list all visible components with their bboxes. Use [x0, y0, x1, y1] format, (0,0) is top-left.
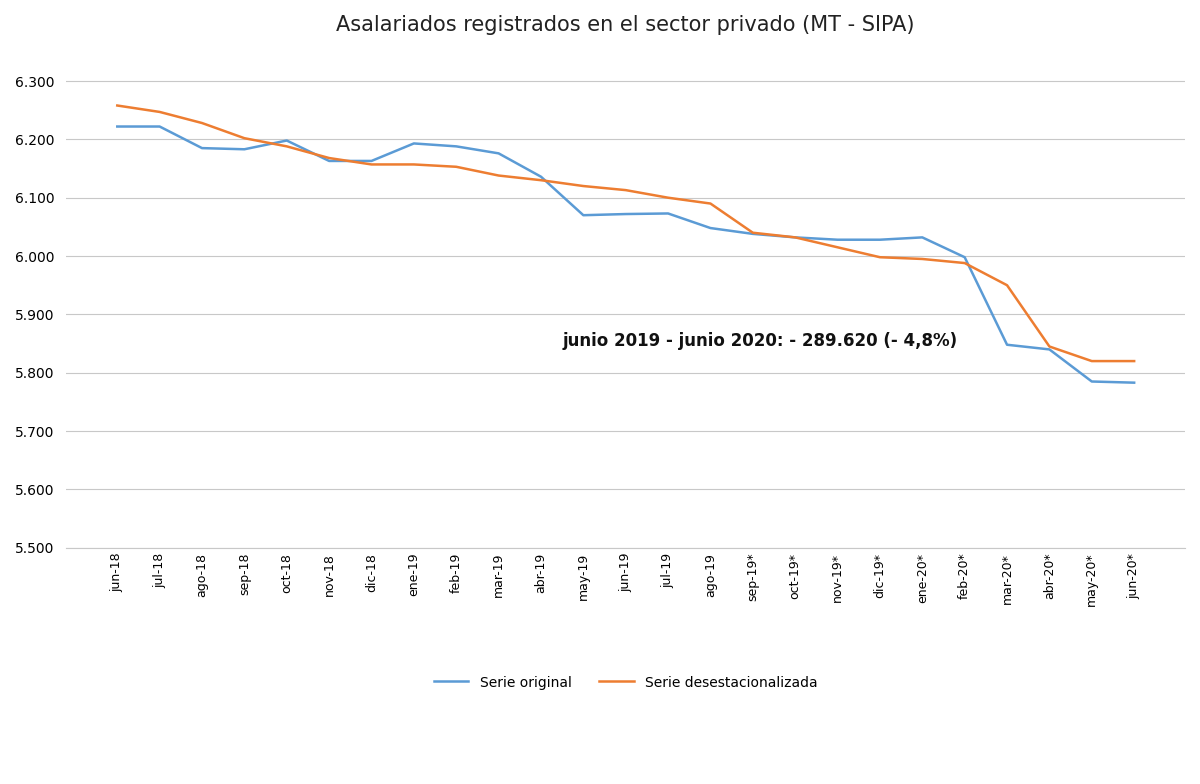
Serie desestacionalizada	[788, 233, 803, 242]
Serie desestacionalizada	[872, 252, 887, 262]
Serie desestacionalizada	[407, 160, 421, 169]
Serie desestacionalizada	[110, 101, 125, 111]
Serie original	[916, 233, 930, 242]
Serie original	[1043, 345, 1057, 354]
Serie original	[830, 235, 845, 245]
Serie original	[238, 144, 252, 154]
Serie desestacionalizada	[745, 228, 760, 238]
Serie desestacionalizada	[322, 154, 336, 163]
Serie desestacionalizada	[1127, 357, 1141, 366]
Serie desestacionalizada	[1043, 342, 1057, 351]
Serie desestacionalizada	[1000, 281, 1014, 290]
Line: Serie desestacionalizada: Serie desestacionalizada	[118, 106, 1134, 361]
Serie desestacionalizada	[830, 242, 845, 252]
Serie original	[661, 209, 676, 218]
Serie desestacionalizada	[492, 171, 506, 180]
Serie original	[1127, 378, 1141, 387]
Serie original	[703, 223, 718, 233]
Serie desestacionalizada	[916, 254, 930, 263]
Serie original	[449, 142, 463, 151]
Serie desestacionalizada	[365, 160, 379, 169]
Serie original	[576, 211, 590, 220]
Serie original	[1000, 340, 1014, 350]
Serie original	[110, 122, 125, 131]
Serie original	[492, 149, 506, 158]
Serie original	[152, 122, 167, 131]
Serie desestacionalizada	[576, 181, 590, 191]
Serie original	[322, 156, 336, 165]
Serie original	[1085, 377, 1099, 387]
Serie original	[280, 136, 294, 145]
Serie desestacionalizada	[152, 107, 167, 117]
Serie original	[745, 229, 760, 238]
Serie original	[872, 235, 887, 245]
Serie desestacionalizada	[1085, 357, 1099, 366]
Serie desestacionalizada	[618, 186, 632, 195]
Legend: Serie original, Serie desestacionalizada: Serie original, Serie desestacionalizada	[433, 676, 817, 690]
Serie original	[618, 209, 632, 219]
Serie desestacionalizada	[703, 199, 718, 209]
Text: junio 2019 - junio 2020: - 289.620 (- 4,8%): junio 2019 - junio 2020: - 289.620 (- 4,…	[562, 332, 958, 350]
Serie desestacionalizada	[194, 118, 209, 128]
Serie original	[534, 172, 548, 181]
Serie desestacionalizada	[280, 142, 294, 151]
Serie desestacionalizada	[449, 162, 463, 172]
Serie original	[407, 139, 421, 148]
Serie desestacionalizada	[958, 259, 972, 268]
Serie original	[365, 156, 379, 165]
Serie original	[788, 233, 803, 242]
Serie original	[958, 252, 972, 262]
Serie desestacionalizada	[534, 176, 548, 185]
Title: Asalariados registrados en el sector privado (MT - SIPA): Asalariados registrados en el sector pri…	[336, 15, 914, 35]
Serie desestacionalizada	[661, 193, 676, 202]
Serie desestacionalizada	[238, 133, 252, 143]
Serie original	[194, 143, 209, 153]
Line: Serie original: Serie original	[118, 126, 1134, 383]
